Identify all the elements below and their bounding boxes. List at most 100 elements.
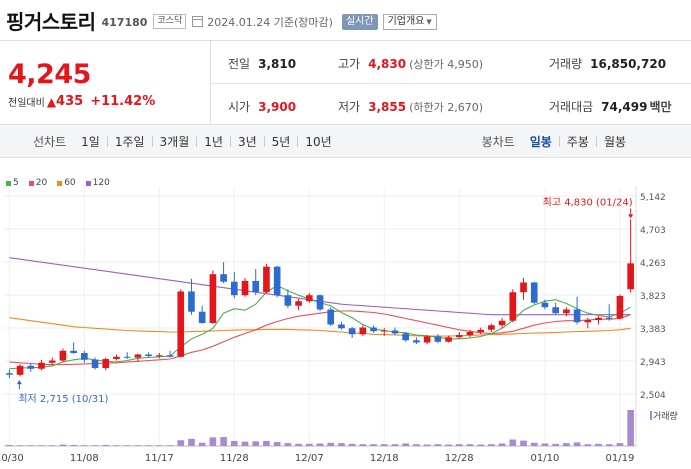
candle-body: [477, 329, 484, 333]
legend-item: 120: [85, 178, 110, 188]
candle-body: [316, 295, 324, 310]
candle-body: [520, 282, 527, 293]
stock-code: 417180: [101, 15, 148, 29]
candle-body: [359, 327, 367, 335]
tab-separator: [595, 136, 597, 147]
price-panel: 4,245 전일대비 ▲ 435 +11.42% 전일 3,810 고가 4,8…: [0, 40, 691, 125]
volume-bar: [627, 410, 634, 446]
volume-bar: [541, 443, 549, 446]
candle-body: [59, 350, 67, 361]
candle-body: [605, 317, 613, 319]
change-value: 435: [56, 94, 84, 109]
stat-value: 16,850,720: [590, 57, 667, 71]
candle-body: [123, 356, 131, 358]
volume-bar: [477, 444, 484, 446]
tab-monthly[interactable]: 월봉: [603, 135, 627, 149]
candle-body: [166, 355, 174, 357]
volume-bar: [305, 443, 313, 446]
candle-body: [338, 324, 345, 329]
date-text: 2024.01.24 기준(장마감): [207, 15, 333, 29]
current-price: 4,245: [8, 59, 91, 90]
tab-1d[interactable]: 1일: [81, 135, 100, 149]
volume-bar: [134, 445, 142, 446]
tab-1w[interactable]: 1주일: [114, 135, 145, 149]
chart-canvas[interactable]: 5,142 4,703 4,263 3,823 3,383 2,943 2,504 10/30…: [0, 158, 691, 469]
stat-sub: (상한가 4,950): [409, 58, 483, 71]
volume-bar: [252, 441, 260, 446]
volume-bar: [391, 444, 399, 446]
candle-chart-label: 봉차트: [481, 135, 515, 149]
candlestick-chart[interactable]: 5 20 60 120 5,142 4,703 4,263 3,823 3,383 2,943 2…: [0, 158, 691, 469]
tab-5y[interactable]: 5년: [271, 135, 291, 149]
candle-body: [198, 311, 206, 323]
legend-label: 60: [64, 178, 76, 188]
y-tick-label: 3,383: [640, 325, 666, 335]
volume-bar: [595, 443, 602, 446]
company-info-button[interactable]: 기업개요 ▼: [382, 13, 437, 30]
y-tick-label: 5,142: [640, 193, 666, 203]
candle-body: [6, 373, 13, 375]
volume-bar: [316, 443, 324, 446]
y-tick-label: 3,823: [640, 292, 666, 302]
x-tick-label: 01/19: [606, 453, 635, 464]
divider: [211, 83, 691, 84]
high-arrow-head: [628, 214, 634, 219]
legend-label: 20: [35, 178, 48, 188]
tab-separator: [151, 136, 153, 147]
tab-1y[interactable]: 1년: [204, 135, 223, 149]
x-tick-label: 10/30: [0, 453, 24, 464]
candle-body: [263, 266, 270, 293]
candle-body: [327, 309, 335, 325]
volume-bar: [177, 440, 185, 446]
stat-label: 거래량: [549, 57, 583, 71]
volume-bar: [59, 444, 67, 446]
legend-label: 120: [92, 178, 110, 188]
volume-bar: [91, 445, 99, 446]
stat-unit: 백만: [649, 100, 672, 114]
candle-body: [627, 263, 634, 290]
stat-label: 거래대금: [549, 100, 594, 114]
y-tick-label: 4,263: [640, 259, 666, 269]
volume-bar: [348, 443, 356, 446]
volume-bar: [520, 440, 527, 446]
tab-3y[interactable]: 3년: [237, 135, 257, 149]
volume-bar: [466, 444, 474, 446]
divider: [210, 41, 211, 125]
legend-item: 60: [57, 178, 76, 188]
stat-value: 3,900: [258, 100, 297, 114]
volume-bar: [327, 442, 335, 446]
candle-body: [573, 309, 581, 323]
line-chart-label: 선차트: [33, 135, 67, 149]
volume-bar: [584, 444, 592, 446]
tab-daily[interactable]: 일봉: [529, 135, 552, 149]
ma20-line: [9, 310, 631, 366]
volume-bar: [81, 445, 88, 446]
volume-bar: [563, 443, 570, 446]
low-arrow-head: [16, 380, 22, 385]
volume-bar: [338, 443, 345, 446]
tab-3m[interactable]: 3개월: [159, 135, 190, 149]
chevron-down-icon: ▼: [426, 17, 432, 26]
candle-body: [380, 330, 388, 332]
stat-amount: 거래대금 74,499 백만: [549, 98, 672, 115]
tab-weekly[interactable]: 주봉: [566, 135, 589, 149]
candle-body: [38, 362, 45, 369]
volume-bar: [145, 445, 152, 446]
candle-body: [220, 274, 227, 282]
tab-10y[interactable]: 10년: [305, 135, 332, 149]
stock-header: 핑거스토리 417180 코스닥 2024.01.24 기준(장마감) 실시간 …: [0, 0, 691, 40]
volume-legend-swatch: [650, 411, 652, 420]
volume-bar: [166, 445, 174, 446]
candle-body: [16, 365, 24, 375]
tab-separator: [229, 136, 231, 147]
volume-bar: [156, 445, 163, 446]
volume-bar: [123, 445, 131, 446]
candle-body: [230, 281, 238, 296]
y-tick-label: 4,703: [640, 226, 666, 236]
tab-separator: [196, 136, 198, 147]
candle-body: [541, 302, 549, 308]
legend-swatch: [28, 180, 34, 186]
realtime-button[interactable]: 실시간: [341, 13, 378, 30]
stat-prev-close: 전일 3,810: [228, 55, 296, 72]
legend-swatch: [6, 180, 11, 186]
